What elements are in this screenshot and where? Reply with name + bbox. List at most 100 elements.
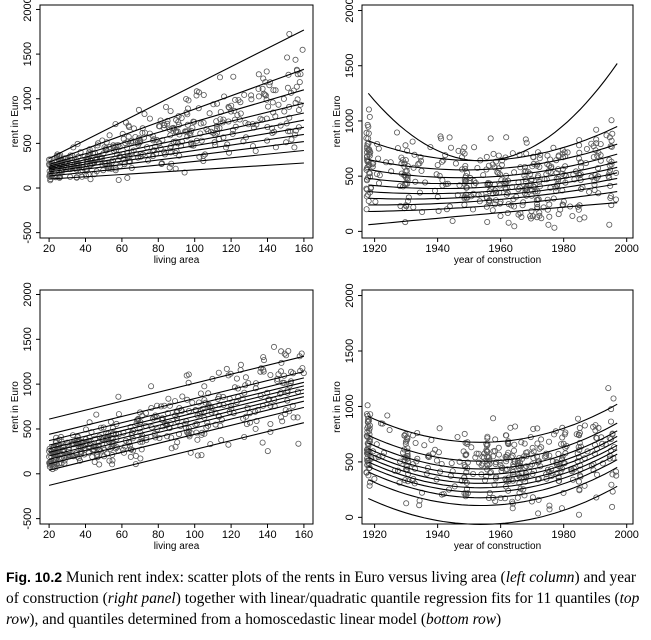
- data-point: [281, 108, 288, 115]
- quantile-line-2: [49, 149, 304, 177]
- data-point: [608, 202, 615, 209]
- data-point: [248, 96, 255, 103]
- data-point: [69, 152, 76, 159]
- data-point: [454, 433, 461, 440]
- data-point: [592, 427, 599, 434]
- data-point: [263, 68, 270, 75]
- data-point: [603, 132, 610, 139]
- data-point: [458, 154, 465, 161]
- x-axis-label: year of construction: [454, 541, 541, 552]
- data-point: [109, 425, 116, 432]
- quantile-line-3: [49, 141, 304, 175]
- data-point: [214, 129, 221, 136]
- caption-text-1: Munich rent index: scatter plots of the …: [62, 569, 506, 586]
- data-point: [505, 449, 512, 456]
- data-point: [436, 425, 443, 432]
- data-point: [90, 150, 97, 157]
- data-point: [260, 357, 267, 364]
- data-point: [280, 95, 287, 102]
- data-point: [491, 447, 498, 454]
- data-point: [522, 185, 529, 192]
- quantile-line-8: [48, 102, 305, 167]
- data-point: [253, 417, 260, 424]
- quantile-line-7: [368, 440, 618, 480]
- data-point: [233, 375, 240, 382]
- data-point: [181, 169, 188, 176]
- data-point: [288, 136, 295, 143]
- data-point: [259, 439, 266, 446]
- quantile-line-9: [368, 143, 618, 171]
- data-point: [283, 139, 290, 146]
- quantile-line-2: [368, 466, 618, 507]
- data-point: [608, 418, 615, 425]
- data-point: [216, 401, 223, 408]
- data-point: [222, 144, 229, 151]
- y-tick-label: 2000: [344, 283, 356, 307]
- data-point: [608, 117, 615, 124]
- data-point: [192, 421, 199, 428]
- data-point: [184, 133, 191, 140]
- data-point: [195, 399, 202, 406]
- data-point: [396, 479, 403, 486]
- data-point: [141, 111, 148, 118]
- data-point: [489, 161, 496, 168]
- data-point: [606, 455, 613, 462]
- data-point: [609, 471, 616, 478]
- data-point: [132, 452, 139, 459]
- data-point: [165, 395, 172, 402]
- quantile-line-5: [48, 392, 305, 457]
- y-tick-label: 2000: [22, 282, 34, 306]
- data-point: [536, 155, 543, 162]
- quantile-line-4: [368, 453, 618, 493]
- quantile-line-11: [48, 29, 305, 159]
- data-point: [521, 163, 528, 170]
- quantile-line-10: [48, 68, 305, 163]
- data-point: [363, 411, 370, 418]
- data-point: [483, 153, 490, 160]
- data-point: [427, 144, 434, 151]
- x-tick-label: 60: [116, 243, 128, 255]
- data-point: [595, 165, 602, 172]
- data-point: [552, 184, 559, 191]
- data-point: [387, 159, 394, 166]
- y-tick-label: 2000: [22, 0, 34, 22]
- data-point: [286, 30, 293, 37]
- data-point: [109, 461, 116, 468]
- data-point: [226, 104, 233, 111]
- quantile-line-4: [368, 177, 618, 200]
- data-point: [115, 411, 122, 418]
- data-point: [402, 157, 409, 164]
- quantile-line-4: [48, 396, 305, 460]
- x-tick-label: 1920: [362, 243, 386, 255]
- data-point: [536, 209, 543, 216]
- data-point: [403, 203, 410, 210]
- data-point: [521, 492, 528, 499]
- quantile-line-4: [49, 133, 304, 173]
- data-point: [166, 402, 173, 409]
- data-point: [106, 132, 113, 139]
- y-tick-label: 1500: [344, 53, 356, 77]
- data-point: [611, 444, 618, 451]
- data-point: [610, 395, 617, 402]
- data-point: [292, 56, 299, 63]
- data-point: [402, 219, 409, 226]
- data-point: [403, 500, 410, 507]
- data-point: [452, 160, 459, 167]
- data-point: [124, 174, 131, 181]
- data-point: [365, 130, 372, 137]
- data-point: [260, 75, 267, 82]
- data-point: [138, 446, 145, 453]
- data-point: [530, 213, 537, 220]
- data-point: [183, 96, 190, 103]
- data-point: [560, 440, 567, 447]
- data-point: [189, 124, 196, 131]
- y-tick-label: 500: [22, 134, 34, 152]
- caption-text-4: ), and quantiles determined from a homos…: [29, 611, 426, 628]
- data-point: [93, 411, 100, 418]
- data-point: [286, 128, 293, 135]
- data-point: [402, 440, 409, 447]
- data-point: [132, 461, 139, 468]
- data-point: [278, 414, 285, 421]
- data-point: [76, 455, 83, 462]
- data-point: [422, 179, 429, 186]
